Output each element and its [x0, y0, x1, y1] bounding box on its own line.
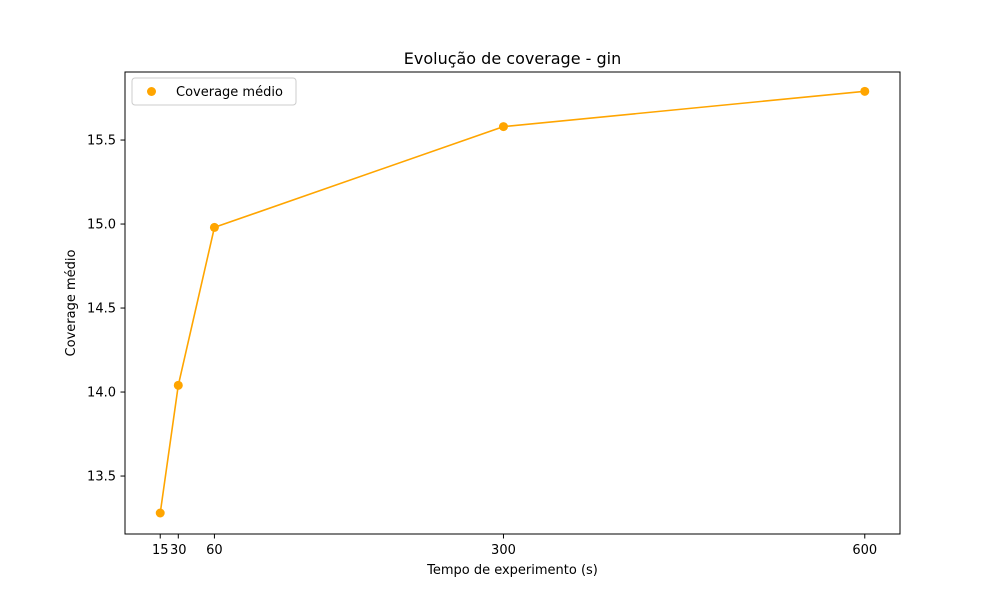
data-point: [860, 86, 870, 96]
x-axis-label: Tempo de experimento (s): [426, 563, 598, 578]
x-tick-label: 300: [491, 543, 516, 558]
data-point: [173, 380, 183, 390]
y-tick-label: 13.5: [87, 470, 116, 485]
legend-frame: [131, 77, 297, 106]
x-tick-label: 60: [206, 543, 223, 558]
series-layer: [155, 86, 870, 518]
y-axis: 13.5 14.0 14.5 15.0 15.5: [87, 134, 125, 485]
y-tick-label: 15.5: [87, 134, 116, 149]
y-tick-label: 14.0: [87, 386, 116, 401]
legend-marker-coverage-medio: [147, 87, 156, 96]
data-point: [209, 222, 219, 232]
x-axis: 15 30 60 300 600: [152, 534, 877, 558]
chart-title: Evolução de coverage - gin: [404, 49, 621, 68]
data-point: [155, 508, 165, 518]
plot-background: [125, 72, 900, 534]
x-tick-label: 15: [152, 543, 169, 558]
x-tick-label: 600: [852, 543, 877, 558]
x-tick-label: 30: [170, 543, 187, 558]
plot-frame: [124, 71, 901, 535]
plot-area: [125, 72, 900, 534]
y-tick-label: 14.5: [87, 302, 116, 317]
legend: Coverage médio: [131, 77, 297, 106]
data-point: [498, 122, 508, 132]
y-tick-label: 15.0: [87, 218, 116, 233]
y-axis-label: Coverage médio: [64, 250, 79, 357]
legend-label-coverage-medio: Coverage médio: [176, 85, 283, 100]
